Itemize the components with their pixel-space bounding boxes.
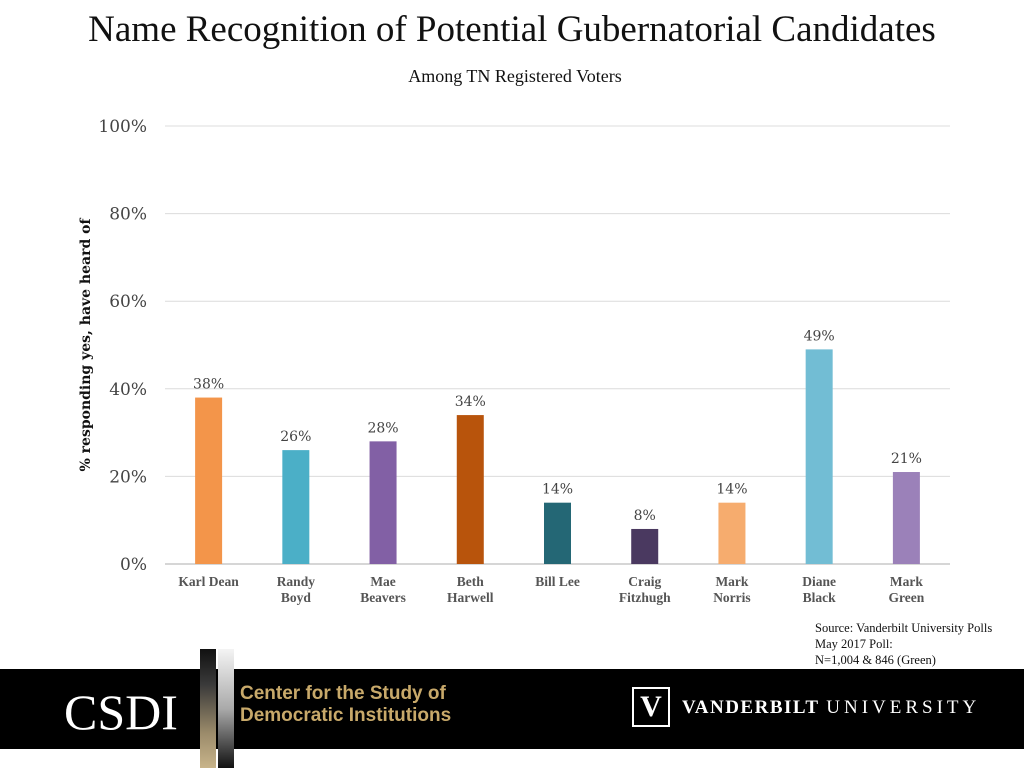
bar: [282, 450, 310, 564]
x-tick-label: Mark: [715, 574, 748, 589]
x-tick-label: Beth: [457, 574, 484, 589]
vanderbilt-shield-icon: V: [632, 687, 670, 727]
chart-title: Name Recognition of Potential Gubernator…: [88, 9, 936, 50]
vanderbilt-wordmark-light: UNIVERSITY: [826, 697, 981, 718]
data-label: 34%: [455, 394, 486, 410]
vanderbilt-wordmark-bold: VANDERBILT: [682, 697, 820, 718]
csdi-logo-bar-right: [218, 649, 234, 768]
data-label: 21%: [891, 451, 922, 467]
x-tick-label: Mark: [890, 574, 923, 589]
bar: [892, 472, 920, 564]
x-tick-label: Mae: [370, 574, 395, 589]
y-tick-label: 20%: [109, 467, 147, 487]
csdi-name-line-1: Center for the Study of: [240, 683, 446, 704]
footer-banner: CSDI Center for the Study of Democratic …: [0, 649, 1024, 768]
x-tick-label: Harwell: [447, 590, 494, 605]
x-tick-label: Craig: [628, 574, 661, 589]
data-label: 49%: [804, 328, 835, 344]
csdi-logo-bar-left: [200, 649, 216, 768]
y-tick-label: 100%: [98, 117, 147, 137]
y-tick-label: 80%: [109, 205, 147, 225]
data-label: 28%: [367, 420, 398, 436]
bar: [631, 528, 659, 564]
bar: [718, 502, 746, 564]
y-tick-label: 0%: [120, 555, 147, 575]
source-line-3: N=1,004 & 846 (Green): [815, 653, 936, 667]
data-label: 26%: [280, 429, 311, 445]
x-tick-label: Fitzhugh: [619, 590, 671, 605]
source-note: Source: Vanderbilt University Polls May …: [815, 620, 992, 668]
csdi-name: Center for the Study of Democratic Insti…: [240, 683, 451, 727]
x-tick-label: Norris: [713, 590, 751, 605]
data-label: 14%: [542, 482, 573, 498]
bar: [195, 397, 223, 564]
x-tick-label: Diane: [802, 574, 836, 589]
x-tick-label: Randy: [277, 574, 316, 589]
x-tick-label: Black: [803, 590, 836, 605]
x-tick-label: Beavers: [360, 590, 406, 605]
x-tick-label: Bill Lee: [535, 574, 580, 589]
bar-chart: 0% 20% 40% 60% 80% 100% 38% Karl Dean 26% RandyBo…: [98, 117, 950, 605]
data-label: 8%: [634, 508, 656, 524]
bar: [456, 415, 484, 564]
bar: [369, 441, 397, 564]
y-tick-label: 40%: [109, 380, 147, 400]
x-tick-label: Green: [889, 590, 925, 605]
vanderbilt-wordmark: VANDERBILT UNIVERSITY: [682, 697, 980, 719]
bar: [805, 349, 833, 564]
x-tick-label: Karl Dean: [178, 574, 239, 589]
bar: [544, 502, 571, 564]
source-line-2: May 2017 Poll:: [815, 637, 893, 651]
x-tick-label: Boyd: [281, 590, 312, 605]
chart-subtitle: Among TN Registered Voters: [408, 66, 622, 86]
source-line-1: Source: Vanderbilt University Polls: [815, 621, 993, 635]
csdi-logo: CSDI: [64, 684, 178, 740]
data-label: 14%: [716, 482, 747, 498]
y-tick-label: 60%: [109, 292, 147, 312]
csdi-name-line-2: Democratic Institutions: [240, 705, 452, 726]
data-label: 38%: [193, 377, 224, 393]
